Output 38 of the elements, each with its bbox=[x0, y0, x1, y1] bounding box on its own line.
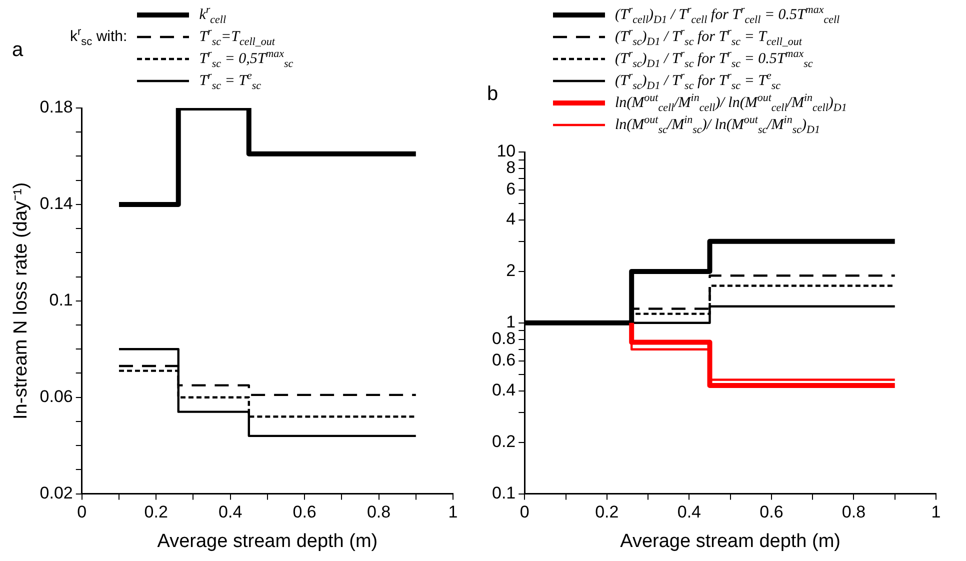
legend-title: k$^{r}$$_{sc}$ with: bbox=[70, 26, 128, 48]
x-axis-title: Average stream depth (m) bbox=[157, 530, 378, 552]
text: (T$^{r}$$_{sc}$)$_{D1}$ / T$^{r}$$_{sc}$ for T$^{r}$$_{sc}$ = T$_{cell_out}$ bbox=[615, 26, 802, 48]
y-tick-label: 0.1 bbox=[492, 483, 516, 502]
y-tick-label: 0.6 bbox=[492, 350, 516, 370]
x-tick-label: 0.6 bbox=[292, 502, 316, 522]
y-tick-label: 0.02 bbox=[40, 483, 73, 502]
x-tick-label: 0 bbox=[520, 502, 530, 522]
text: b bbox=[487, 83, 498, 105]
x-tick-label: 0.2 bbox=[144, 502, 168, 522]
x-tick-label: 0 bbox=[77, 502, 87, 522]
y-tick-label: 1 bbox=[506, 312, 516, 332]
text: ln(M$^{out}$$_{sc}$/M$^{in}$$_{sc}$)/ ln(M$^{out}$$_{sc}$/M$^{in}$$_{sc}$)$_{D1}$ bbox=[615, 114, 820, 136]
x-tick-label: 1 bbox=[931, 502, 941, 522]
text: ln(M$^{out}$$_{cell}$/M$^{in}$$_{cell}$)/ ln(M$^{out}$$_{cell}$/M$^{in}$$_{cell}$)$_{D1}$ bbox=[615, 92, 847, 114]
x-axis-title: Average stream depth (m) bbox=[620, 530, 840, 552]
y-tick-label: 0.18 bbox=[40, 98, 73, 117]
x-tick-label: 0.2 bbox=[595, 502, 619, 522]
y-tick-label: 8 bbox=[506, 158, 516, 178]
y-tick-label: 0.1 bbox=[49, 290, 73, 310]
x-tick-label: 0.6 bbox=[760, 502, 784, 522]
legend-label: T$^{r}$$_{sc}$=T$_{cell_out}$ bbox=[199, 26, 276, 48]
x-tick-label: 0.4 bbox=[677, 502, 701, 522]
x-tick-label: 0.8 bbox=[366, 502, 391, 522]
y-tick-label: 0.8 bbox=[492, 329, 516, 348]
x-tick-label: 0.4 bbox=[218, 502, 242, 522]
y-tick-label: 10 bbox=[496, 142, 516, 161]
y-tick-label: 6 bbox=[506, 180, 516, 199]
y-tick-label: 0.06 bbox=[40, 387, 73, 406]
y-tick-label: 4 bbox=[506, 210, 516, 229]
text: a bbox=[12, 39, 24, 61]
y-tick-label: 2 bbox=[506, 261, 516, 280]
x-tick-label: 1 bbox=[448, 502, 458, 522]
y-axis-title: In-stream N loss rate (day⁻¹) bbox=[10, 182, 32, 420]
x-tick-label: 0.8 bbox=[842, 502, 866, 522]
y-tick-label: 0.2 bbox=[492, 432, 516, 452]
y-tick-label: 0.4 bbox=[492, 380, 516, 400]
y-tick-label: 0.14 bbox=[40, 194, 73, 214]
